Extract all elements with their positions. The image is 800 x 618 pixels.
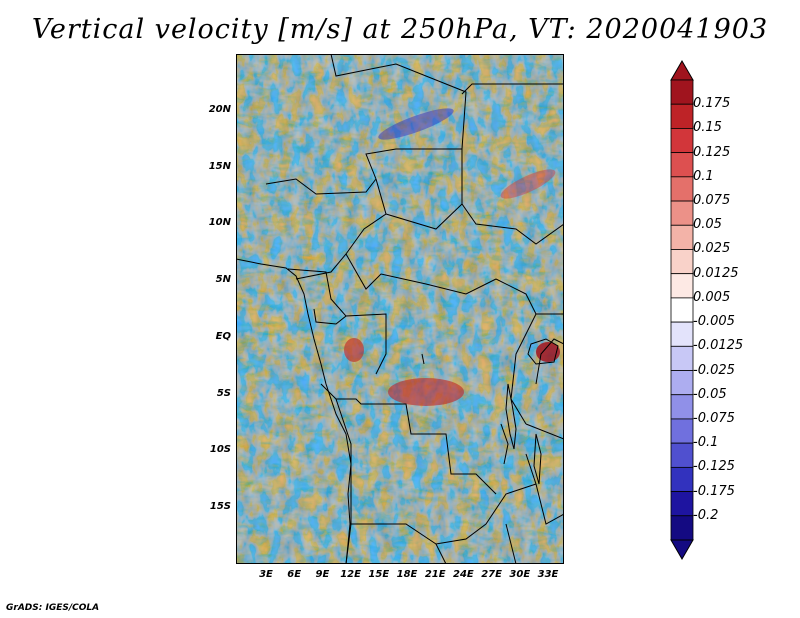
latitude-label: 5S (216, 387, 231, 399)
chart-title: Vertical velocity [m/s] at 250hPa, VT: 2… (31, 14, 769, 45)
colorbar (670, 60, 694, 560)
latitude-label: EQ (215, 330, 231, 342)
colorbar-band (670, 442, 694, 468)
longitude-label: 24E (453, 569, 474, 580)
colorbar-band (670, 297, 694, 323)
colorbar-band (670, 79, 694, 105)
colorbar-tick-label: 0.1 (693, 168, 714, 184)
country-borders (265, 54, 564, 564)
map-frame (236, 54, 564, 564)
map-panel (236, 54, 564, 564)
colorbar-band (670, 103, 694, 129)
colorbar-min-extension (670, 539, 694, 560)
longitude-label: 21E (424, 569, 446, 580)
latitude-label: 20N (208, 104, 231, 115)
latitude-label: 10N (208, 217, 231, 229)
longitude-label: 9E (315, 569, 330, 580)
updraft-core (536, 342, 560, 362)
updraft-core (500, 169, 556, 199)
colorbar-tick-label: -0.1 (693, 435, 719, 451)
colorbar-tick-label: -0.2 (693, 507, 719, 523)
longitude-label: 27E (481, 569, 502, 580)
colorbar-max-extension (670, 60, 694, 81)
longitude-label: 6E (287, 569, 302, 580)
colorbar-band (670, 345, 694, 371)
colorbar-tick-label: -0.125 (693, 459, 735, 475)
longitude-label: 33E (537, 569, 559, 580)
colorbar-band (670, 370, 694, 396)
longitude-label: 12E (340, 569, 361, 580)
footer-credit: GrADS: IGES/COLA (6, 603, 100, 613)
colorbar-band (670, 273, 694, 299)
lake-tanganyika (505, 383, 517, 450)
colorbar-band (670, 418, 694, 444)
colorbar-tick-label: 0.125 (693, 144, 731, 160)
colorbar-tick-label: -0.075 (693, 410, 735, 426)
latitude-label: 10S (209, 444, 231, 456)
latitude-label: 5N (215, 274, 231, 286)
lake-malawi (533, 433, 542, 485)
colorbar-tick-label: -0.175 (693, 483, 735, 499)
colorbar-tick-label: -0.0125 (693, 338, 744, 354)
downdraft-core (378, 108, 454, 140)
longitude-label: 30E (509, 569, 531, 580)
colorbar-tick-label: 0.025 (693, 241, 731, 257)
colorbar-band (670, 466, 694, 492)
colorbar-band (670, 321, 694, 347)
colorbar-band (670, 152, 694, 178)
colorbar-tick-label: -0.025 (693, 362, 735, 378)
colorbar-band (670, 515, 694, 541)
longitude-label: 15E (368, 569, 390, 580)
colorbar-tick-label: -0.005 (693, 314, 735, 330)
colorbar-tick-label: -0.05 (693, 386, 727, 402)
latitude-label: 15S (209, 500, 231, 512)
colorbar-band (670, 224, 694, 250)
colorbar-band (670, 394, 694, 420)
colorbar-band (670, 200, 694, 226)
longitude-label: 18E (396, 569, 418, 580)
colorbar-band (670, 128, 694, 154)
colorbar-band (670, 491, 694, 517)
colorbar-tick-label: 0.075 (693, 193, 731, 209)
coastline (236, 258, 352, 564)
updraft-core (344, 338, 364, 362)
colorbar-tick-label: 0.0125 (693, 265, 739, 281)
longitude-label: 3E (259, 569, 273, 580)
latitude-label: 15N (208, 160, 231, 172)
colorbar-tick-label: 0.05 (693, 217, 722, 233)
colorbar-tick-label: 0.005 (693, 289, 731, 305)
colorbar-tick-label: 0.15 (693, 120, 722, 136)
colorbar-tick-label: 0.175 (693, 96, 731, 112)
colorbar-band (670, 176, 694, 202)
lake-victoria (527, 338, 559, 365)
updraft-core (388, 378, 464, 406)
vertical-velocity-field-detail (236, 54, 564, 564)
colorbar-band (670, 249, 694, 275)
